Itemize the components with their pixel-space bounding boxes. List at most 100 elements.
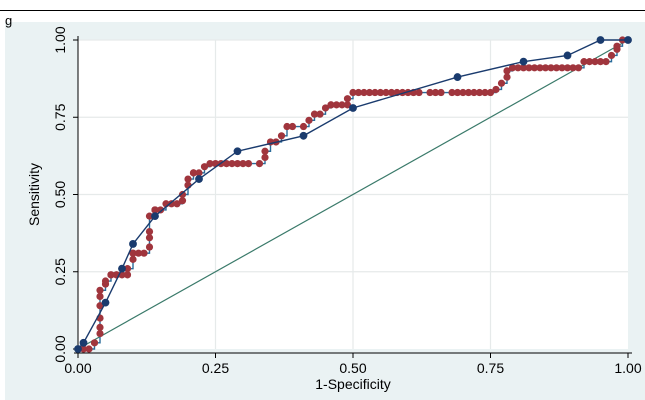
data-point	[184, 175, 192, 183]
data-point	[101, 298, 110, 307]
data-point	[200, 163, 209, 171]
x-tick-label: 1.00	[614, 360, 641, 376]
data-point	[607, 51, 616, 60]
series-1	[74, 36, 632, 353]
data-point	[360, 88, 368, 97]
data-point	[343, 101, 352, 109]
data-point	[415, 88, 423, 97]
data-point	[486, 88, 495, 97]
data-point	[178, 190, 187, 199]
y-tick-label: 0.25	[52, 258, 68, 285]
data-point	[239, 160, 247, 168]
y-tick-label: 0.00	[52, 335, 68, 362]
data-point	[387, 88, 396, 97]
data-point	[503, 67, 511, 75]
data-point	[530, 64, 539, 72]
data-point	[327, 101, 335, 109]
data-point	[365, 88, 374, 97]
data-point	[118, 264, 126, 273]
data-point	[167, 200, 176, 208]
data-point	[503, 73, 511, 81]
data-point	[569, 64, 577, 72]
data-point	[277, 132, 286, 140]
data-point	[233, 147, 242, 156]
data-point	[107, 271, 115, 279]
data-point	[481, 88, 489, 97]
data-point	[255, 160, 264, 168]
data-point	[552, 64, 561, 72]
data-point	[574, 64, 583, 72]
data-point	[222, 160, 231, 168]
data-point	[354, 88, 363, 97]
data-point	[156, 206, 165, 214]
data-point	[96, 323, 104, 331]
x-tick-label: 0.25	[202, 360, 229, 376]
data-point	[613, 42, 621, 50]
data-point	[316, 110, 324, 118]
data-point	[519, 64, 528, 72]
data-point	[261, 147, 269, 155]
plot-panel: g 0.00 0.25 0.50 0.75 1.00 0.00 0.25 0.50 0.75 1.…	[5, 13, 645, 400]
data-point	[453, 73, 462, 81]
y-axis-title: Sensitivity	[26, 163, 42, 226]
data-point	[74, 345, 82, 353]
header-rule	[0, 10, 645, 11]
data-point	[426, 88, 434, 97]
data-point	[580, 58, 588, 66]
data-point	[90, 339, 99, 347]
data-point	[85, 345, 93, 353]
data-point	[343, 95, 352, 103]
y-tick-label: 1.00	[52, 26, 68, 53]
data-point	[541, 64, 550, 72]
x-tick-label: 0.75	[477, 360, 504, 376]
data-point	[96, 292, 104, 301]
data-point	[558, 64, 566, 72]
series-line	[77, 39, 629, 350]
data-point	[299, 122, 308, 131]
y-tick-label: 0.50	[52, 181, 68, 208]
data-point	[129, 240, 137, 248]
data-point	[173, 200, 181, 208]
data-point	[349, 88, 357, 97]
figure-label: g	[5, 13, 13, 28]
data-point	[134, 249, 143, 257]
data-point	[514, 64, 522, 72]
data-point	[508, 64, 517, 72]
data-point	[349, 104, 357, 112]
data-point	[244, 160, 253, 168]
data-point	[596, 58, 605, 66]
data-point	[79, 345, 88, 353]
data-point	[228, 160, 236, 168]
data-point	[453, 88, 462, 97]
data-point	[206, 160, 214, 168]
data-point	[123, 271, 132, 279]
data-point	[382, 88, 390, 97]
data-point	[283, 122, 291, 131]
data-point	[151, 206, 159, 214]
roc-chart: 0.00 0.25 0.50 0.75 1.00 0.00 0.25 0.50 0.75 1.00…	[26, 26, 642, 392]
data-point	[602, 58, 610, 66]
data-point	[79, 338, 88, 347]
data-point	[261, 153, 269, 162]
data-point	[525, 64, 533, 72]
data-point	[195, 169, 203, 177]
data-point	[475, 88, 484, 97]
data-point	[497, 79, 506, 87]
data-point	[96, 286, 104, 294]
data-point	[123, 265, 132, 273]
data-point	[101, 277, 110, 285]
data-point	[299, 131, 308, 140]
data-point	[145, 243, 154, 251]
data-point	[151, 212, 159, 221]
data-point	[195, 175, 203, 183]
data-point	[376, 88, 385, 97]
data-point	[332, 101, 341, 109]
data-point	[448, 88, 456, 97]
data-point	[129, 249, 137, 257]
data-point	[596, 36, 605, 44]
data-point	[470, 88, 478, 97]
data-point	[492, 85, 500, 94]
data-point	[189, 169, 198, 177]
data-point	[464, 88, 473, 97]
